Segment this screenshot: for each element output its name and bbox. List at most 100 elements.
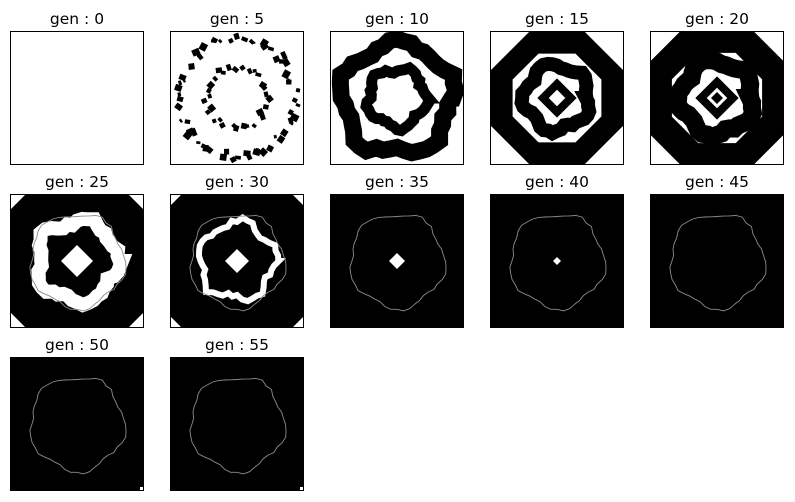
corner-gap — [293, 195, 303, 205]
outer-cell-ring — [198, 41, 209, 52]
corner-gap — [11, 195, 25, 209]
boundary-line — [189, 215, 287, 312]
outer-cell-ring — [223, 148, 230, 155]
outer-cell-ring — [289, 121, 294, 126]
panel-title: gen : 30 — [205, 173, 269, 191]
inner-cell-ring — [217, 116, 223, 123]
inner-cell-ring — [207, 103, 217, 113]
outer-cell-ring — [295, 87, 301, 93]
outer-cell-ring — [229, 156, 237, 164]
outer-cell-ring — [177, 80, 183, 86]
outer-cell-ring — [287, 117, 294, 124]
inner-cell-ring — [215, 67, 223, 74]
panel-image — [170, 31, 304, 165]
panel-title: gen : 50 — [45, 336, 109, 354]
panel-image — [330, 194, 464, 328]
outer-cell-ring — [280, 50, 288, 60]
pattern-svg — [171, 195, 303, 327]
outer-cell-ring — [234, 155, 242, 160]
inner-cell-ring — [207, 93, 213, 99]
corner-gap — [11, 313, 25, 327]
pattern-svg — [171, 358, 303, 490]
pattern-svg — [331, 32, 463, 162]
center-hole — [61, 245, 93, 277]
core-diamond — [711, 92, 723, 104]
outer-cell-ring — [196, 140, 201, 145]
outer-cell-ring — [227, 37, 234, 44]
center-hole — [553, 257, 561, 265]
boundary-line — [669, 215, 767, 312]
panel-title: gen : 45 — [685, 173, 749, 191]
panel-title: gen : 20 — [685, 10, 749, 28]
pattern-svg — [651, 32, 783, 164]
inner-diamond — [695, 76, 739, 120]
pattern-svg — [174, 32, 301, 164]
inner-cell-ring — [239, 64, 246, 72]
outer-cell-ring — [174, 83, 183, 92]
outer-cell-ring — [178, 118, 183, 124]
panel-title: gen : 25 — [45, 173, 109, 191]
outer-cell-ring — [174, 102, 184, 112]
panel-title: gen : 5 — [209, 10, 265, 28]
outer-cell-ring — [273, 134, 277, 139]
pattern-svg — [651, 195, 783, 327]
outer-band — [491, 32, 623, 164]
outer-cell-ring — [259, 38, 270, 48]
inner-cell-ring — [225, 63, 232, 72]
outer-cell-ring — [210, 39, 216, 43]
inner-cell-ring — [204, 109, 211, 116]
inner-cell-ring — [211, 118, 217, 124]
outer-cell-ring — [276, 134, 286, 144]
inner-cell-ring — [200, 97, 208, 105]
inner-cell-ring — [206, 80, 216, 90]
outer-cell-ring — [188, 66, 192, 70]
boundary-line — [349, 215, 447, 312]
outer-cell-ring — [295, 103, 301, 108]
outer-cell-ring — [176, 95, 184, 103]
outer-cell-ring — [279, 59, 284, 64]
inner-cell-ring — [255, 72, 262, 78]
inner-cell-ring — [251, 123, 257, 129]
panel-title: gen : 15 — [525, 10, 589, 28]
inner-cell-ring — [263, 91, 269, 98]
boundary-line — [29, 378, 127, 475]
corner-gap — [171, 195, 181, 205]
panel-title: gen : 40 — [525, 173, 589, 191]
white-ring-gap — [31, 211, 133, 313]
corner-speck — [300, 487, 303, 490]
outer-cell-ring — [196, 53, 202, 58]
outer-cell-ring — [272, 55, 281, 64]
center-hole — [225, 249, 249, 273]
panel-image — [170, 194, 304, 328]
corner-gap — [171, 317, 181, 327]
boundary-line — [189, 378, 287, 475]
inner-cell-ring — [220, 70, 226, 75]
pattern-svg — [491, 195, 623, 327]
middle-band — [668, 51, 763, 148]
outer-cell-ring — [240, 36, 249, 43]
filled-field — [11, 358, 143, 490]
pattern-svg — [491, 32, 623, 164]
inner-cell-ring — [260, 83, 268, 91]
filled-field — [171, 358, 303, 490]
corner-speck — [140, 487, 143, 490]
inner-diamond — [537, 78, 577, 118]
outer-cell-ring — [266, 144, 275, 153]
panel-image — [330, 31, 464, 165]
panel-image — [650, 31, 784, 165]
panel-title: gen : 10 — [365, 10, 429, 28]
outer-cell-ring — [252, 148, 261, 157]
panel-image — [490, 31, 624, 165]
panel-title: gen : 55 — [205, 336, 269, 354]
inner-band — [360, 61, 441, 137]
panel-image — [10, 357, 144, 491]
outer-cell-ring — [200, 143, 208, 150]
inner-cell-ring — [231, 122, 237, 129]
outer-cell-ring — [177, 92, 182, 97]
white-ring-gap — [195, 213, 287, 305]
outer-band — [331, 32, 463, 162]
outer-cell-ring — [267, 46, 275, 52]
outer-band — [651, 32, 783, 164]
inner-cell-ring — [240, 122, 248, 130]
inner-cell-ring — [259, 113, 266, 121]
